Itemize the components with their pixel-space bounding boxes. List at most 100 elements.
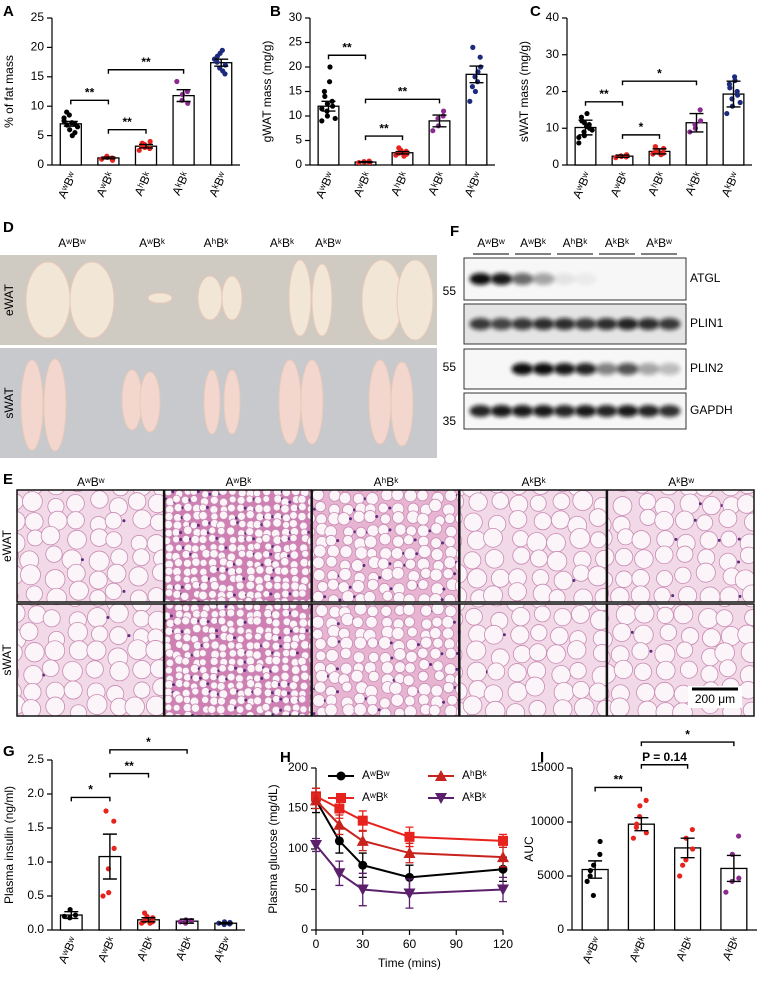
adipocyte	[218, 643, 228, 653]
adipocyte	[315, 650, 327, 662]
nucleus	[502, 633, 506, 637]
adipocyte	[252, 650, 262, 660]
adipocyte	[281, 663, 290, 672]
data-point	[578, 114, 585, 120]
adipocyte	[403, 705, 417, 716]
adipocyte	[218, 720, 225, 727]
adipocyte	[615, 604, 637, 625]
adipocyte	[86, 694, 108, 715]
adipocyte	[132, 660, 152, 680]
adipocyte	[631, 642, 650, 661]
adipocyte	[254, 528, 264, 538]
adipocyte	[172, 494, 181, 504]
adipocyte	[254, 575, 264, 586]
band	[574, 363, 597, 375]
adipocyte	[210, 481, 217, 488]
nucleus	[243, 506, 247, 510]
y-tick-label: 150	[288, 801, 308, 815]
adipocyte	[255, 565, 265, 575]
band	[511, 363, 534, 375]
data-point	[326, 79, 333, 85]
adipocyte	[507, 663, 527, 683]
adipocyte	[607, 516, 612, 533]
adipocyte	[420, 604, 433, 617]
tissue	[390, 361, 414, 447]
nucleus	[693, 518, 697, 522]
adipocyte	[531, 569, 550, 587]
adipocyte	[298, 632, 307, 641]
adipocyte	[353, 692, 366, 705]
adipocyte	[546, 551, 568, 572]
histology-image	[164, 480, 326, 602]
adipocyte	[633, 662, 653, 681]
adipocyte	[590, 472, 607, 489]
adipocyte	[280, 566, 290, 576]
adipocyte	[326, 718, 338, 730]
x-tick-label: AʷBʷ	[579, 934, 603, 965]
nucleus	[362, 564, 366, 568]
adipocyte	[312, 628, 324, 640]
nucleus	[737, 537, 741, 541]
adipocyte	[327, 624, 341, 638]
adipocyte	[210, 616, 219, 625]
adipocyte	[173, 503, 183, 513]
adipocyte	[68, 580, 89, 601]
adipocyte	[553, 699, 573, 716]
x-tick-label: AʷBʷ	[55, 169, 79, 200]
nucleus	[122, 589, 126, 593]
tissue	[361, 259, 403, 341]
adipocyte	[165, 481, 172, 488]
bracket	[621, 134, 661, 139]
adipocyte	[217, 696, 226, 706]
nucleus	[171, 683, 175, 687]
adipocyte	[218, 565, 227, 574]
adipocyte	[318, 481, 326, 489]
adipocyte	[216, 596, 227, 602]
adipocyte	[182, 695, 192, 704]
nucleus	[630, 630, 634, 634]
nucleus	[337, 640, 341, 644]
adipocyte	[569, 527, 591, 549]
adipocyte	[342, 534, 354, 546]
adipocyte	[609, 697, 630, 716]
adipocyte	[533, 512, 552, 531]
adipocyte	[209, 696, 219, 706]
adipocyte	[183, 480, 190, 487]
adipocyte	[62, 660, 83, 682]
adipocyte	[314, 681, 327, 694]
error-bar	[102, 833, 117, 880]
y-axis-label: % of fat mass	[2, 55, 16, 128]
nucleus	[252, 537, 256, 541]
adipocyte	[227, 503, 236, 513]
adipocyte	[718, 659, 737, 678]
bracket	[584, 101, 624, 106]
adipocyte	[417, 579, 429, 591]
adipocyte	[190, 534, 200, 545]
adipocyte	[382, 715, 387, 716]
adipocyte	[245, 534, 254, 543]
tissue	[396, 259, 434, 341]
adipocyte	[740, 642, 755, 663]
nucleus	[287, 554, 291, 558]
adipocyte	[615, 570, 633, 588]
adipocyte	[181, 657, 190, 666]
adipocyte	[546, 533, 566, 553]
data-point	[590, 892, 596, 899]
adipocyte	[261, 702, 271, 712]
x-tick-label: AʷBᵏ	[350, 169, 374, 199]
adipocyte	[656, 660, 676, 681]
adipocyte	[165, 604, 174, 610]
adipocyte	[339, 545, 353, 559]
adipocyte	[201, 490, 210, 499]
adipocyte	[312, 590, 325, 602]
adipocyte	[288, 519, 298, 529]
adipocyte	[695, 490, 714, 497]
adipocyte	[172, 704, 181, 712]
adipocyte	[164, 519, 173, 530]
adipocyte	[104, 582, 123, 600]
adipocyte	[262, 490, 272, 497]
band	[595, 405, 618, 417]
adipocyte	[339, 647, 352, 660]
nucleus	[179, 537, 183, 541]
adipocyte	[282, 696, 290, 705]
